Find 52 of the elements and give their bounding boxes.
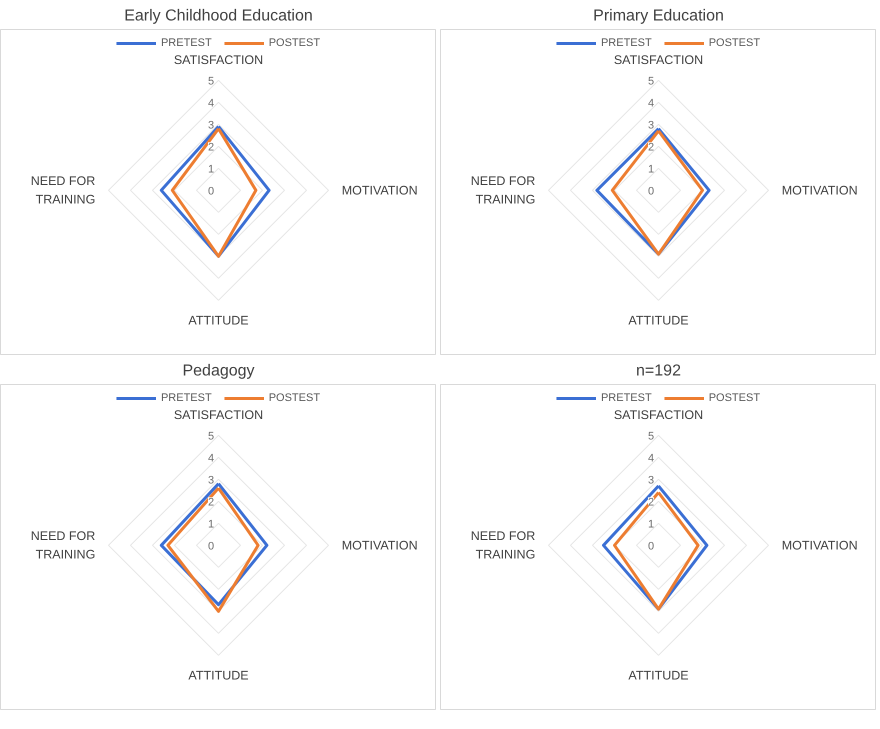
chart-title: n=192 [636, 362, 682, 380]
y-tick-label: 0 [208, 540, 214, 552]
legend-label: PRETEST [600, 37, 652, 49]
y-tick-label: 4 [208, 452, 214, 464]
y-tick-label: 2 [648, 141, 654, 154]
y-tick-label: 2 [208, 141, 214, 154]
y-tick-label: 3 [208, 119, 214, 132]
legend-label: POSTEST [268, 392, 320, 404]
y-tick-label: 0 [648, 185, 654, 198]
legend-label: PRETEST [160, 392, 212, 404]
legend-label: PRETEST [600, 392, 652, 404]
spoke-label: NEED FOR TRAINING [470, 529, 536, 562]
y-tick-label: 1 [208, 518, 214, 530]
y-tick-label: 4 [208, 97, 214, 110]
spoke-label: ATTITUDE [628, 668, 689, 682]
y-tick-label: 5 [648, 75, 654, 88]
y-tick-label: 3 [648, 119, 654, 132]
y-tick-label: 3 [208, 474, 214, 486]
y-tick-label: 0 [208, 185, 214, 198]
spoke-label: NEED FOR TRAINING [30, 529, 96, 562]
y-tick-label: 1 [648, 518, 654, 530]
y-tick-label: 1 [648, 163, 654, 176]
chart-title: Pedagogy [182, 362, 255, 380]
spoke-label: SATISFACTION [174, 53, 264, 68]
legend-label: POSTEST [708, 392, 760, 404]
spoke-label: SATISFACTION [174, 408, 264, 422]
spoke-label: MOTIVATION [782, 183, 858, 198]
spoke-label: MOTIVATION [342, 538, 418, 552]
legend-label: POSTEST [708, 37, 760, 49]
spoke-label: NEED FOR TRAINING [470, 174, 536, 206]
y-tick-label: 2 [208, 496, 214, 508]
y-tick-label: 0 [648, 540, 654, 552]
y-tick-label: 5 [208, 430, 214, 442]
spoke-label: NEED FOR TRAINING [30, 174, 96, 206]
y-tick-label: 5 [648, 430, 654, 442]
legend-label: PRETEST [160, 37, 212, 49]
spoke-label: SATISFACTION [614, 53, 704, 68]
y-tick-label: 3 [648, 474, 654, 486]
spoke-label: ATTITUDE [188, 314, 249, 328]
y-tick-label: 1 [208, 163, 214, 176]
legend-label: POSTEST [268, 37, 320, 49]
chart-title: Primary Education [593, 8, 724, 24]
spoke-label: MOTIVATION [782, 538, 858, 552]
y-tick-label: 5 [208, 75, 214, 88]
y-tick-label: 2 [648, 496, 654, 508]
spoke-label: ATTITUDE [188, 668, 249, 682]
spoke-label: SATISFACTION [614, 408, 704, 422]
y-tick-label: 4 [648, 452, 654, 464]
spoke-label: MOTIVATION [342, 183, 418, 198]
chart-title: Early Childhood Education [124, 8, 313, 24]
y-tick-label: 4 [648, 97, 654, 110]
spoke-label: ATTITUDE [628, 314, 689, 328]
